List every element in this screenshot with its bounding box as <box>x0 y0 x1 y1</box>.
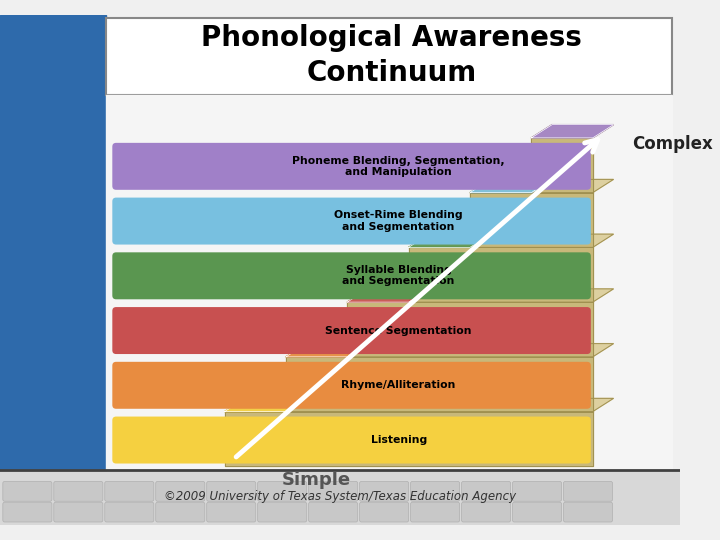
FancyBboxPatch shape <box>112 252 591 299</box>
Text: Rhyme/Alliteration: Rhyme/Alliteration <box>341 380 456 390</box>
Bar <box>106 18 672 96</box>
Polygon shape <box>531 125 613 138</box>
Bar <box>531 138 593 193</box>
FancyBboxPatch shape <box>112 416 591 463</box>
Bar <box>470 193 593 247</box>
Polygon shape <box>225 399 613 411</box>
Bar <box>409 247 593 302</box>
Bar <box>347 302 593 357</box>
FancyBboxPatch shape <box>156 482 204 501</box>
FancyBboxPatch shape <box>513 502 562 522</box>
Text: Onset-Rime Blending
and Segmentation: Onset-Rime Blending and Segmentation <box>334 211 463 232</box>
FancyBboxPatch shape <box>564 502 613 522</box>
Text: Sentence Segmentation: Sentence Segmentation <box>325 326 472 335</box>
FancyBboxPatch shape <box>410 482 459 501</box>
Text: Complex: Complex <box>632 134 713 152</box>
FancyBboxPatch shape <box>258 502 307 522</box>
Polygon shape <box>531 125 613 138</box>
FancyBboxPatch shape <box>105 482 154 501</box>
FancyBboxPatch shape <box>207 482 256 501</box>
FancyBboxPatch shape <box>3 482 52 501</box>
FancyBboxPatch shape <box>156 502 204 522</box>
Polygon shape <box>470 179 552 193</box>
FancyBboxPatch shape <box>112 362 591 409</box>
Text: Listening: Listening <box>371 435 427 445</box>
Text: Simple: Simple <box>282 471 351 489</box>
FancyBboxPatch shape <box>112 307 591 354</box>
Text: ©2009 University of Texas System/Texas Education Agency: ©2009 University of Texas System/Texas E… <box>163 490 516 503</box>
FancyBboxPatch shape <box>3 502 52 522</box>
Polygon shape <box>347 289 429 302</box>
FancyBboxPatch shape <box>359 482 409 501</box>
FancyBboxPatch shape <box>309 502 358 522</box>
Polygon shape <box>225 399 307 411</box>
FancyBboxPatch shape <box>359 502 409 522</box>
FancyBboxPatch shape <box>54 482 103 501</box>
Polygon shape <box>286 343 613 357</box>
FancyBboxPatch shape <box>309 482 358 501</box>
FancyBboxPatch shape <box>54 502 103 522</box>
FancyBboxPatch shape <box>207 502 256 522</box>
Bar <box>0 15 106 525</box>
Polygon shape <box>409 234 491 247</box>
FancyBboxPatch shape <box>564 482 613 501</box>
Text: Phoneme Blending, Segmentation,
and Manipulation: Phoneme Blending, Segmentation, and Mani… <box>292 156 505 177</box>
Polygon shape <box>409 234 613 247</box>
FancyBboxPatch shape <box>112 143 591 190</box>
Bar <box>106 96 672 470</box>
FancyBboxPatch shape <box>112 198 591 245</box>
FancyBboxPatch shape <box>513 482 562 501</box>
Text: Phonological Awareness
Continuum: Phonological Awareness Continuum <box>202 24 582 87</box>
FancyBboxPatch shape <box>258 482 307 501</box>
Polygon shape <box>347 289 613 302</box>
FancyBboxPatch shape <box>105 502 154 522</box>
FancyBboxPatch shape <box>462 502 510 522</box>
Bar <box>225 411 593 467</box>
Polygon shape <box>470 179 613 193</box>
FancyBboxPatch shape <box>462 482 510 501</box>
FancyBboxPatch shape <box>410 502 459 522</box>
Polygon shape <box>286 343 368 357</box>
Bar <box>0 470 680 525</box>
Text: Syllable Blending
and Segmentation: Syllable Blending and Segmentation <box>343 265 455 286</box>
Bar <box>286 357 593 411</box>
